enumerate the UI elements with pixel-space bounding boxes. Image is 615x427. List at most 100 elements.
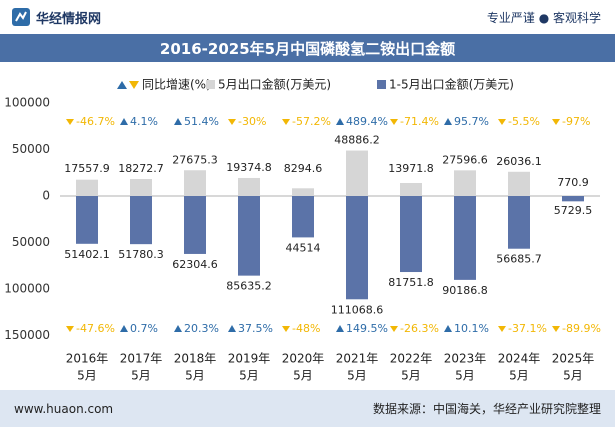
x-tick-label-month: 5月 <box>185 369 205 383</box>
footer-source: 数据来源：中国海关，华经产业研究院整理 <box>372 402 601 416</box>
legend-down-triangle-icon <box>129 81 139 89</box>
data-label-may: 27596.6 <box>442 153 488 166</box>
y-tick-label: 0 <box>42 189 50 203</box>
bar-ytd[interactable] <box>76 196 98 244</box>
x-tick-label-month: 5月 <box>401 369 421 383</box>
chart-title: 2016-2025年5月中国磷酸氢二铵出口金额 <box>159 39 456 58</box>
yoy-ytd-label: 0.7% <box>130 322 158 335</box>
x-tick-label-year: 2022年 <box>390 352 433 366</box>
tagline: 专业严谨 ● 客观科学 <box>486 10 601 25</box>
data-label-ytd: 85635.2 <box>226 280 272 293</box>
yoy-ytd-up-icon <box>228 325 236 332</box>
chart: 同比增速(%) 5月出口金额(万美元) 1-5月出口金额(万美元) 100000 500… <box>4 77 601 383</box>
yoy-may-label: 489.4% <box>346 115 388 128</box>
bar-ytd[interactable] <box>400 196 422 273</box>
yoy-may-down-icon <box>552 119 560 125</box>
footer-url[interactable]: www.huaon.com <box>14 401 114 416</box>
yoy-ytd-up-icon <box>120 325 128 332</box>
yoy-ytd-label: -89.9% <box>562 322 601 335</box>
yoy-ytd-label: -47.6% <box>76 322 115 335</box>
bar-may[interactable] <box>508 171 530 196</box>
y-tick-label: 150000 <box>4 328 50 342</box>
bar-may[interactable] <box>130 179 152 196</box>
yoy-may-label: -71.4% <box>400 115 439 128</box>
data-label-may: 27675.3 <box>172 153 218 166</box>
y-tick-label: 100000 <box>4 96 50 110</box>
x-tick-label-year: 2021年 <box>336 352 379 366</box>
legend-ytd-swatch <box>377 80 386 89</box>
bar-ytd[interactable] <box>292 196 314 238</box>
yoy-may-down-icon <box>66 119 74 125</box>
data-label-may: 13971.8 <box>388 162 434 175</box>
legend-yoy-label: 同比增速(%) <box>142 78 211 92</box>
y-tick-label: 50000 <box>12 235 50 249</box>
data-label-may: 17557.9 <box>64 162 110 175</box>
yoy-ytd-down-icon <box>390 326 398 332</box>
bar-may[interactable] <box>184 170 206 196</box>
yoy-may-label: 51.4% <box>184 115 219 128</box>
yoy-may-label: 4.1% <box>130 115 158 128</box>
yoy-may-label: -57.2% <box>292 115 331 128</box>
yoy-may-down-icon <box>498 119 506 125</box>
x-tick-label-month: 5月 <box>77 369 97 383</box>
x-tick-label-year: 2024年 <box>498 352 541 366</box>
bar-may[interactable] <box>76 179 98 196</box>
bar-ytd[interactable] <box>508 196 530 249</box>
top-bar: 华经情报网 专业严谨 ● 客观科学 <box>0 0 615 34</box>
data-label-ytd: 5729.5 <box>554 204 593 217</box>
x-tick-label-year: 2020年 <box>282 352 325 366</box>
data-label-ytd: 81751.8 <box>388 276 434 289</box>
brand-logo-icon <box>12 8 30 26</box>
yoy-ytd-label: 37.5% <box>238 322 273 335</box>
x-tick-label-month: 5月 <box>347 369 367 383</box>
bar-may[interactable] <box>238 177 260 196</box>
yoy-ytd-down-icon <box>66 326 74 332</box>
yoy-may-down-icon <box>228 119 236 125</box>
yoy-may-label: -97% <box>562 115 590 128</box>
brand[interactable]: 华经情报网 <box>12 8 101 27</box>
bar-ytd[interactable] <box>346 196 368 300</box>
footer: www.huaon.com 数据来源：中国海关，华经产业研究院整理 <box>0 390 615 427</box>
data-label-may: 8294.6 <box>284 162 323 175</box>
x-tick-label-year: 2016年 <box>66 352 109 366</box>
yoy-ytd-label: -26.3% <box>400 322 439 335</box>
data-label-ytd: 56685.7 <box>496 253 542 266</box>
data-label-may: 48886.2 <box>334 134 380 147</box>
bar-ytd[interactable] <box>562 196 584 202</box>
bar-ytd[interactable] <box>454 196 476 280</box>
yoy-ytd-label: 149.5% <box>346 322 388 335</box>
data-label-may: 26036.1 <box>496 155 542 168</box>
yoy-may-up-icon <box>336 118 344 125</box>
bar-may[interactable] <box>454 170 476 196</box>
yoy-may-up-icon <box>174 118 182 125</box>
data-label-may: 770.9 <box>557 176 589 189</box>
data-label-ytd: 44514 <box>286 241 321 254</box>
yoy-ytd-up-icon <box>444 325 452 332</box>
bar-may[interactable] <box>562 195 584 196</box>
yoy-ytd-down-icon <box>498 326 506 332</box>
data-label-may: 19374.8 <box>226 161 272 174</box>
bar-ytd[interactable] <box>184 196 206 254</box>
yoy-may-down-icon <box>282 119 290 125</box>
x-tick-label-month: 5月 <box>131 369 151 383</box>
data-label-ytd: 111068.6 <box>331 303 384 316</box>
x-tick-label-year: 2025年 <box>552 352 595 366</box>
yoy-ytd-up-icon <box>336 325 344 332</box>
bar-may[interactable] <box>400 183 422 196</box>
x-tick-label-month: 5月 <box>563 369 583 383</box>
yoy-may-down-icon <box>390 119 398 125</box>
bar-ytd[interactable] <box>238 196 260 276</box>
x-tick-label-year: 2023年 <box>444 352 487 366</box>
x-tick-label-month: 5月 <box>455 369 475 383</box>
bar-may[interactable] <box>292 188 314 196</box>
y-tick-label: 100000 <box>4 282 50 296</box>
legend-may-swatch <box>206 80 215 89</box>
yoy-may-up-icon <box>120 118 128 125</box>
bar-may[interactable] <box>346 150 368 196</box>
data-label-ytd: 51402.1 <box>64 248 110 261</box>
x-tick-label-year: 2019年 <box>228 352 271 366</box>
yoy-ytd-label: 20.3% <box>184 322 219 335</box>
bar-ytd[interactable] <box>130 196 152 245</box>
yoy-ytd-label: -48% <box>292 322 320 335</box>
